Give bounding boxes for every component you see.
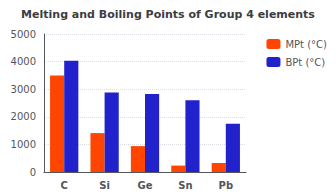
- svg-text:Melting and Boiling Points of: Melting and Boiling Points of Group 4 el…: [21, 8, 315, 21]
- svg-text:3000: 3000: [11, 84, 36, 95]
- svg-text:BPt (°C): BPt (°C): [285, 57, 325, 68]
- svg-text:Ge: Ge: [138, 180, 153, 191]
- svg-text:MPt (°C): MPt (°C): [285, 39, 327, 50]
- svg-text:0: 0: [30, 167, 36, 178]
- svg-text:5000: 5000: [11, 29, 36, 40]
- svg-text:Pb: Pb: [219, 180, 234, 191]
- svg-text:Sn: Sn: [178, 180, 192, 191]
- svg-text:2000: 2000: [11, 111, 36, 122]
- svg-text:C: C: [61, 180, 68, 191]
- svg-text:Si: Si: [99, 180, 110, 191]
- svg-text:1000: 1000: [11, 139, 36, 150]
- svg-text:4000: 4000: [11, 56, 36, 67]
